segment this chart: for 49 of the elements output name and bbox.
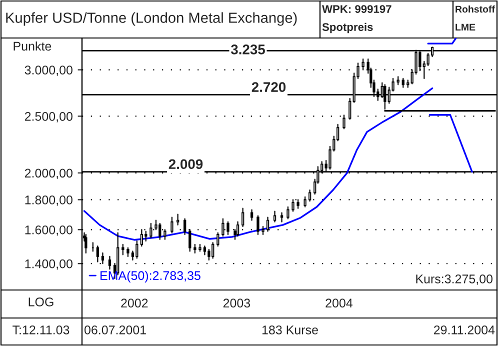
text: 29.11.2004 xyxy=(434,326,495,334)
candlestick xyxy=(136,240,138,259)
text: WPK: 999197 xyxy=(322,5,392,13)
annotation: Kurs:3.275,00 xyxy=(416,274,493,285)
candlestick xyxy=(108,256,112,270)
candlestick xyxy=(236,221,240,237)
candlestick xyxy=(342,114,346,130)
text: Rohstoff xyxy=(456,5,495,13)
candlestick xyxy=(362,58,364,70)
text: Spotpreis xyxy=(322,22,373,34)
candlestick xyxy=(308,189,312,202)
text: LME xyxy=(456,24,476,31)
x-tick-label: 2002 xyxy=(121,298,148,308)
x-tick-label: 2004 xyxy=(326,298,352,308)
candlestick xyxy=(144,230,148,242)
candlestick xyxy=(140,229,144,247)
text: 06.07.2001 xyxy=(84,326,146,334)
candlestick xyxy=(96,246,100,262)
candlestick xyxy=(242,208,244,228)
text: LOG xyxy=(28,298,54,306)
candlestick xyxy=(216,232,220,247)
chart-title: Kupfer USD/Tonne (London Metal Exchange) xyxy=(6,12,297,26)
candlestick xyxy=(273,210,276,222)
y-tick-label: 1.800,00 xyxy=(25,196,72,206)
y-tick-label: 1.600,00 xyxy=(25,225,72,236)
ref-line-label: 2.720 xyxy=(252,82,286,92)
candlestick xyxy=(84,234,88,254)
candlestick xyxy=(212,242,214,259)
y-tick-label: 2.000,00 xyxy=(24,168,72,180)
text: T:12.11.03 xyxy=(12,326,70,334)
candlestick xyxy=(292,199,294,212)
candlestick xyxy=(122,244,124,256)
text: 183 Kurse xyxy=(262,326,318,334)
candlestick xyxy=(250,209,254,221)
candlestick xyxy=(348,98,352,120)
y-tick-label: 1.400,00 xyxy=(25,259,72,270)
candlestick xyxy=(304,196,306,208)
candlestick xyxy=(176,214,180,226)
candlestick xyxy=(170,216,174,234)
ref-line-label: 2.009 xyxy=(168,159,203,170)
candlestick xyxy=(184,218,186,236)
legend-label: EMA(50):2.783,35 xyxy=(100,270,200,282)
y-axis-title: Punkte xyxy=(14,41,52,51)
x-tick-label: 2003 xyxy=(223,298,250,308)
y-tick-label: 2.500,00 xyxy=(24,112,72,122)
y-tick-label: 3.000,00 xyxy=(24,66,72,76)
candlestick xyxy=(286,206,290,220)
ref-line-label: 3.235 xyxy=(230,44,265,54)
candlestick xyxy=(256,215,260,236)
